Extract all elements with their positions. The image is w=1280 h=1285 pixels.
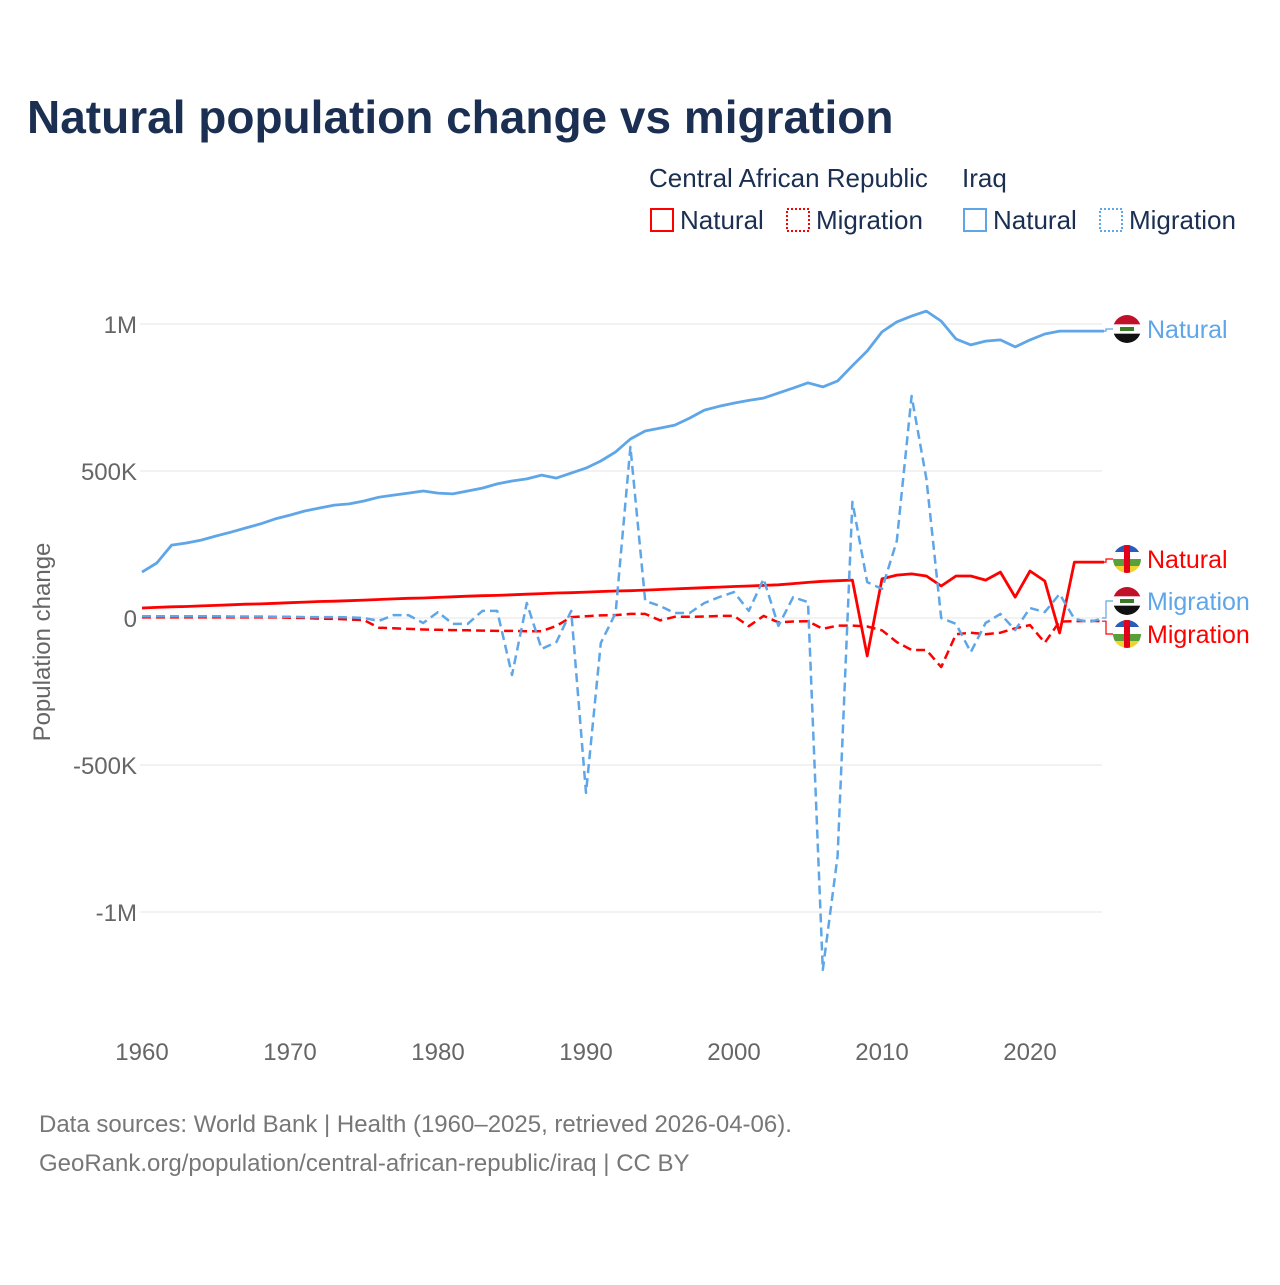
footer-link[interactable]: GeoRank.org/population/central-african-r… [39,1150,690,1177]
legend-item-iraq-migration[interactable]: Migration [1129,205,1236,235]
legend-group-caf: Central African Republic [649,163,928,193]
legend-swatch-caf-migration [786,208,810,232]
legend-swatch-iraq-natural [963,208,987,232]
series-lines [141,309,1105,972]
x-tick-label: 2010 [855,1039,908,1066]
footer-sources: Data sources: World Bank | Health (1960–… [39,1111,792,1138]
x-tick-label: 2000 [707,1039,760,1066]
y-axis: 1M 500K 0 -500K -1M [73,312,137,927]
legend: Central African Republic Iraq Natural Mi… [649,163,1236,235]
series-line-iraq-migration[interactable] [142,394,1105,972]
x-tick-label: 1990 [559,1039,612,1066]
chart-title: Natural population change vs migration [27,91,893,143]
iraq-flag-icon [1113,315,1141,343]
x-tick-label: 1960 [115,1039,168,1066]
y-tick-label: -1M [96,900,137,927]
series-line-iraq-natural[interactable] [141,309,1104,574]
legend-item-caf-migration[interactable]: Migration [816,205,923,235]
y-tick-label: 1M [104,312,137,339]
car-flag-icon [1113,545,1141,573]
x-tick-label: 2020 [1003,1039,1056,1066]
y-tick-label: 500K [81,459,137,486]
legend-swatch-caf-natural [650,208,674,232]
x-axis: 1960 1970 1980 1990 2000 2010 2020 [115,1039,1056,1066]
label-connector [1102,600,1113,619]
end-labels: Natural Natural Migration Migration [1102,315,1250,649]
y-tick-label: -500K [73,753,137,780]
car-flag-icon [1113,620,1141,648]
legend-item-caf-natural[interactable]: Natural [680,205,764,235]
y-tick-label: 0 [124,606,137,633]
x-tick-label: 1980 [411,1039,464,1066]
legend-swatch-iraq-migration [1099,208,1123,232]
y-axis-label: Population change [29,543,56,742]
series-line-central-african-republic-natural[interactable] [141,560,1104,658]
label-connector [1102,328,1113,332]
legend-item-iraq-natural[interactable]: Natural [993,205,1077,235]
end-label-central-african-republic-migration: Migration [1147,621,1250,649]
end-label-iraq-migration: Migration [1147,588,1250,616]
x-tick-label: 1970 [263,1039,316,1066]
legend-group-iraq: Iraq [962,163,1007,193]
iraq-flag-icon [1113,587,1141,615]
series-line-central-african-republic-migration[interactable] [142,612,1105,669]
label-connector [1102,558,1113,563]
label-connector [1102,620,1113,635]
end-label-iraq-natural: Natural [1147,316,1228,344]
end-label-central-african-republic-natural: Natural [1147,546,1228,574]
